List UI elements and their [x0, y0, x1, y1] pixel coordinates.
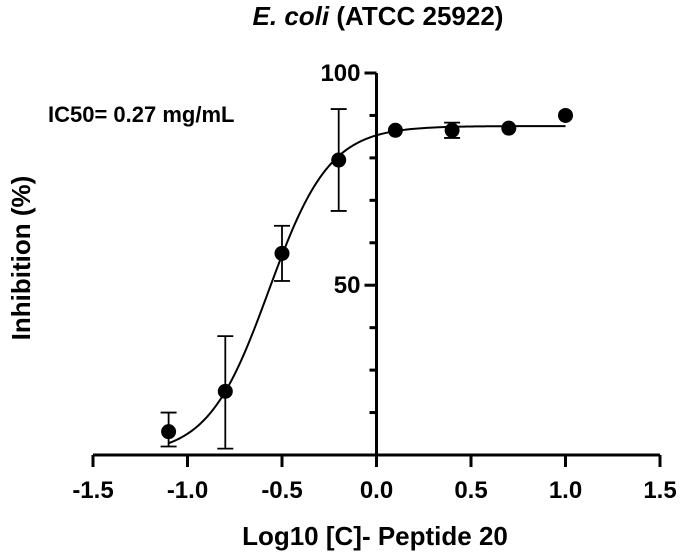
x-tick-label: -1.0 — [167, 477, 208, 504]
data-point — [558, 107, 573, 123]
x-tick-label: 0.5 — [454, 477, 487, 504]
y-tick-label: 50 — [334, 272, 361, 299]
chart-title: E. coli (ATCC 25922) — [253, 1, 504, 31]
x-tick-label: 1.5 — [643, 477, 676, 504]
data-point — [274, 245, 290, 261]
x-tick-label: -0.5 — [261, 477, 302, 504]
axis-ticks: -1.5 -1.0 -0.5 0.0 0.5 1.0 1.5 50 100 — [72, 60, 676, 504]
y-axis-label: Inhibition (%) — [6, 176, 36, 341]
data-point — [387, 122, 403, 138]
fit-curve — [168, 125, 566, 445]
y-tick-label: 100 — [320, 60, 360, 87]
data-point — [217, 383, 233, 399]
x-tick-label: -1.5 — [72, 477, 113, 504]
data-marks — [160, 107, 573, 450]
chart-title-rest: (ATCC 25922) — [329, 1, 503, 31]
data-point — [161, 424, 177, 440]
x-axis-label: Log10 [C]- Peptide 20 — [242, 521, 508, 551]
x-tick-label: 0.0 — [360, 477, 393, 504]
data-point — [501, 120, 517, 136]
data-point — [331, 152, 347, 168]
x-tick-label: 1.0 — [549, 477, 582, 504]
data-point — [444, 122, 460, 138]
chart-title-italic: E. coli — [253, 1, 330, 31]
ic50-annotation: IC50= 0.27 mg/mL — [48, 102, 234, 127]
